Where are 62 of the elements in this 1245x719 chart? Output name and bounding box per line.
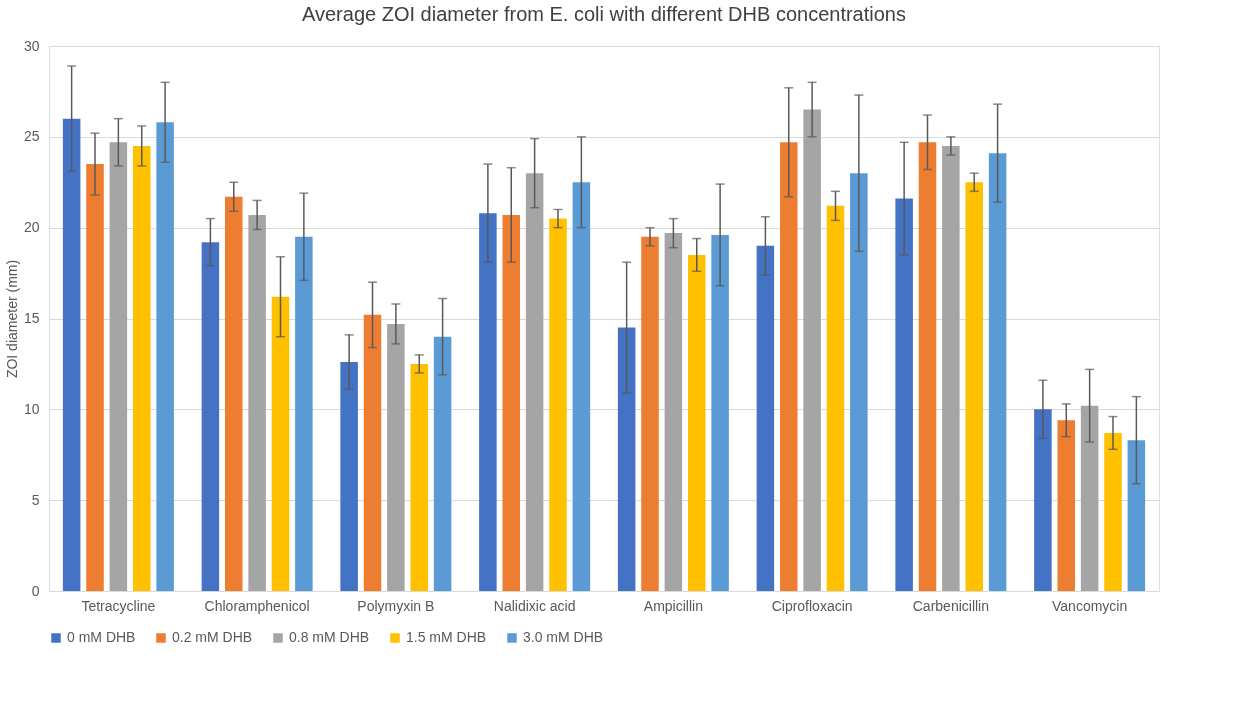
legend-label: 0.8 mM DHB: [289, 629, 370, 645]
bar: [410, 363, 429, 591]
x-tick-label: Chloramphenicol: [204, 597, 310, 614]
bar: [895, 198, 913, 591]
bar: [479, 213, 497, 591]
legend-label: 0 mM DHB: [67, 629, 136, 645]
x-tick-label: Ampicillin: [643, 597, 703, 614]
x-tick-label: Vancomycin: [1052, 597, 1128, 614]
bar: [433, 336, 452, 591]
bar: [86, 164, 104, 591]
y-tick-label: 15: [23, 310, 40, 326]
legend-label: 1.5 mM DHB: [406, 629, 487, 645]
bar: [942, 145, 960, 591]
y-tick-label: 25: [23, 128, 40, 145]
legend-label: 3.0 mM DHB: [523, 629, 604, 645]
bar: [850, 173, 868, 591]
bar: [965, 182, 984, 591]
bar: [1127, 440, 1146, 591]
bar: [224, 196, 243, 591]
bar: [803, 109, 821, 591]
x-tick-label: Carbenicillin: [912, 597, 990, 614]
bar: [617, 327, 636, 591]
chart-title: Average ZOI diameter from E. coli with different DHB concentrations: [302, 3, 906, 25]
x-tick-label: Tetracycline: [81, 597, 156, 614]
bar: [502, 214, 521, 591]
bar: [132, 145, 151, 591]
bar: [109, 142, 128, 591]
bar: [549, 218, 567, 591]
bar: [156, 122, 174, 591]
bar: [641, 236, 659, 591]
bar: [687, 254, 706, 591]
bar: [826, 205, 845, 591]
bar: [1057, 420, 1076, 591]
x-tick-label: Nalidixic acid: [493, 597, 576, 614]
bar: [1104, 432, 1122, 591]
y-tick-label: 30: [23, 37, 40, 54]
y-tick-label: 20: [23, 219, 40, 236]
bar: [295, 236, 313, 591]
bar: [62, 118, 81, 591]
y-axis-title: ZOI diameter (mm): [3, 259, 20, 379]
bar: [387, 323, 405, 591]
bar: [525, 173, 544, 591]
bar: [664, 233, 683, 591]
bar: [201, 242, 220, 591]
bar: [756, 245, 775, 591]
bar: [572, 182, 591, 591]
y-tick-label: 0: [31, 582, 40, 599]
bar: [271, 296, 290, 591]
bar: [248, 214, 266, 591]
x-tick-label: Ciprofloxacin: [771, 597, 853, 614]
bar: [363, 314, 382, 591]
bar: [1080, 405, 1099, 591]
y-tick-label: 5: [31, 491, 40, 508]
bar: [1034, 409, 1052, 591]
bar: [988, 153, 1007, 591]
legend-label: 0.2 mM DHB: [172, 629, 253, 645]
x-tick-label: Polymyxin B: [357, 597, 435, 614]
bar: [340, 362, 358, 591]
y-tick-label: 10: [23, 400, 40, 417]
bar: [918, 142, 937, 591]
bar: [779, 142, 798, 591]
bar: [711, 234, 729, 591]
